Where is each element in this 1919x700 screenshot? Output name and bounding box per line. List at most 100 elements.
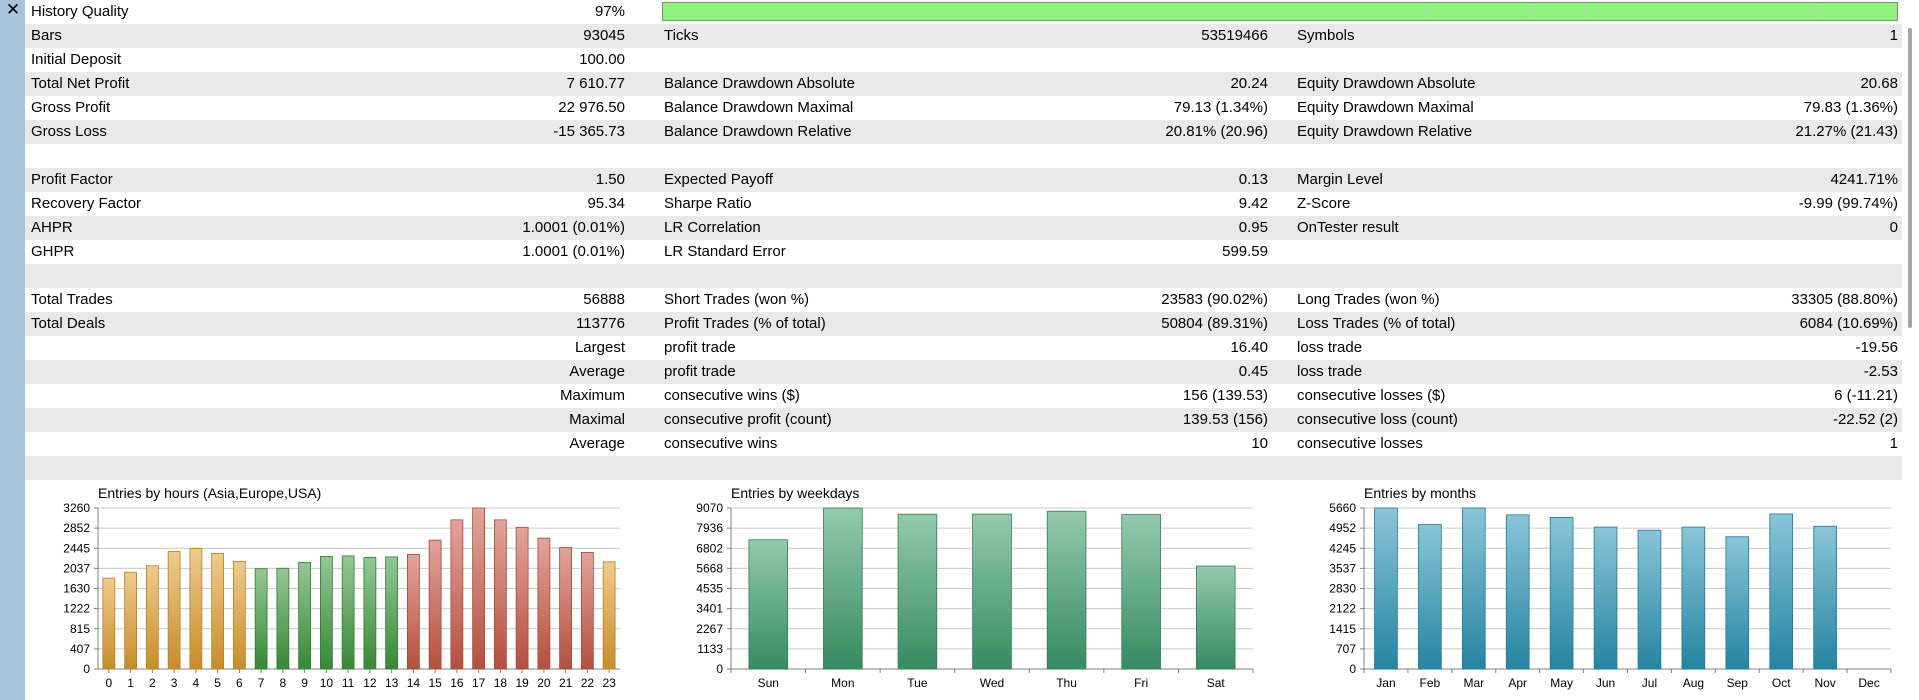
y-tick-label: 2037: [63, 561, 90, 575]
stats-row: Initial Deposit 100.00: [25, 48, 1902, 72]
x-tick-label: Mon: [831, 676, 854, 690]
history-quality-tick: [1533, 4, 1534, 19]
x-tick-label: 13: [385, 676, 399, 690]
bar: [1769, 513, 1794, 670]
bar: [145, 565, 159, 670]
bar: [363, 556, 377, 670]
stat-value: 79.13 (1.34%): [1173, 99, 1268, 116]
stat-label: Initial Deposit: [31, 51, 122, 68]
stat-label: Margin Level: [1297, 171, 1383, 188]
history-quality-value: 97%: [594, 3, 625, 20]
stat-value: -22.52 (2): [1832, 411, 1898, 428]
stat-value: 33305 (88.80%): [1791, 291, 1898, 308]
stat-value: 0.13: [1238, 171, 1268, 188]
stat-value: 0.45: [1238, 363, 1268, 380]
bar: [1681, 526, 1706, 670]
stat-label: profit trade: [664, 339, 736, 356]
stat-value: -15 365.73: [553, 123, 625, 140]
stat-label: GHPR: [31, 243, 75, 260]
bar: [1418, 524, 1442, 670]
x-tick-label: 7: [258, 676, 265, 690]
x-tick-label: 15: [428, 676, 442, 690]
y-tick-label: 2852: [63, 521, 90, 535]
stat-label: Expected Payoff: [664, 171, 773, 188]
stat-value: 56888: [583, 291, 625, 308]
entries-by-weekdays-chart: Entries by weekdays 0 1133 2267 3401 4535 5668…: [696, 485, 1254, 690]
history-quality-tick: [1817, 4, 1818, 19]
stat-value: 20.68: [1860, 75, 1898, 92]
close-icon[interactable]: ✕: [5, 0, 21, 19]
stat-value: 93045: [583, 27, 625, 44]
y-tick-label: 9070: [696, 501, 723, 515]
bar: [124, 571, 138, 670]
stat-value: -19.56: [1855, 339, 1898, 356]
x-tick-label: May: [1550, 676, 1573, 690]
y-tick-label: 4535: [696, 582, 723, 596]
x-tick-label: Mar: [1463, 676, 1484, 690]
stat-value: Average: [569, 363, 625, 380]
x-tick-label: 21: [559, 676, 573, 690]
x-tick-label: 18: [494, 676, 508, 690]
history-quality-tick: [1429, 4, 1430, 19]
stats-row: Average consecutive wins 10 consecutive los…: [25, 432, 1902, 456]
y-tick-label: 5668: [696, 561, 723, 575]
y-tick-label: 1133: [697, 642, 723, 656]
stat-value: 599.59: [1222, 243, 1268, 260]
x-tick-label: Feb: [1420, 676, 1441, 690]
bar: [1046, 510, 1087, 670]
x-tick-label: 14: [407, 676, 421, 690]
bar: [897, 513, 938, 670]
y-tick-label: 6802: [696, 541, 723, 555]
x-tick-label: Aug: [1683, 676, 1704, 690]
bar: [472, 507, 486, 670]
stat-label: consecutive profit (count): [664, 411, 832, 428]
y-tick-label: 0: [716, 662, 723, 676]
x-tick-label: 9: [301, 676, 308, 690]
stat-value: 1: [1889, 435, 1898, 452]
bar: [602, 561, 616, 670]
stat-value: Largest: [574, 339, 625, 356]
stats-row: Gross Loss -15 365.73 Balance Drawdown Rel…: [25, 120, 1902, 144]
stat-value: 1.0001 (0.01%): [522, 219, 625, 236]
stat-value: 95.34: [587, 195, 625, 212]
stat-label: Gross Profit: [31, 99, 111, 116]
stat-value: 9.42: [1238, 195, 1268, 212]
bar: [1121, 514, 1161, 670]
y-tick-label: 2830: [1329, 582, 1356, 596]
stat-label: consecutive losses: [1297, 435, 1423, 452]
stat-value: 1.50: [595, 171, 625, 188]
y-tick-label: 2445: [63, 541, 90, 555]
x-tick-label: 4: [193, 676, 200, 690]
bar: [341, 555, 355, 670]
chart-title: Entries by hours (Asia,Europe,USA): [98, 485, 321, 501]
left-panel-strip: [0, 0, 25, 700]
stat-value: Maximum: [559, 387, 625, 404]
y-tick-label: 1222: [63, 602, 90, 616]
stat-value: 79.83 (1.36%): [1803, 99, 1898, 116]
x-tick-label: Oct: [1772, 676, 1791, 690]
x-tick-label: 16: [450, 676, 464, 690]
stat-value: 50804 (89.31%): [1161, 315, 1268, 332]
stats-row: Profit Factor 1.50 Expected Payoff 0.13 Marg…: [25, 168, 1902, 192]
stat-value: 0: [1889, 219, 1898, 236]
bar: [428, 539, 442, 670]
stat-label: AHPR: [31, 219, 73, 236]
stats-row: Average profit trade 0.45 loss trade -2.53: [25, 360, 1902, 384]
bar: [748, 539, 789, 670]
x-tick-label: 8: [280, 676, 287, 690]
y-tick-label: 7936: [696, 521, 723, 535]
history-quality-bar: [662, 2, 1898, 21]
y-tick-label: 4245: [1329, 541, 1356, 555]
x-tick-label: Sat: [1207, 676, 1226, 690]
stat-value: 7 610.77: [566, 75, 625, 92]
x-tick-label: Jun: [1596, 676, 1615, 690]
stat-label: consecutive wins ($): [664, 387, 800, 404]
stats-row: Total Trades 56888 Short Trades (won %) 235…: [25, 288, 1902, 312]
bar: [102, 577, 116, 670]
x-tick-label: Jan: [1376, 676, 1395, 690]
scrollbar-thumb[interactable]: [1908, 28, 1912, 328]
x-tick-label: Jul: [1642, 676, 1657, 690]
x-tick-label: 1: [127, 676, 134, 690]
stat-value: 23583 (90.02%): [1161, 291, 1268, 308]
stats-row: Total Deals 113776 Profit Trades (% of tot…: [25, 312, 1902, 336]
